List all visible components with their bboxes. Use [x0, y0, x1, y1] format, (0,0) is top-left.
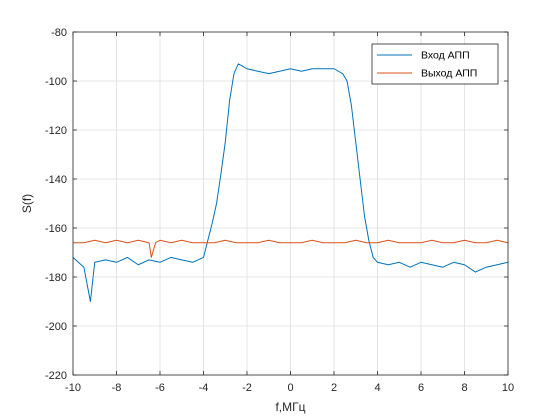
y-tick-label: -200: [45, 321, 67, 333]
x-tick-label: -4: [199, 382, 209, 394]
legend-box: [371, 43, 499, 85]
x-tick-label: -8: [112, 382, 122, 394]
x-tick-label: 10: [502, 382, 514, 394]
x-tick-label: -6: [155, 382, 165, 394]
x-tick-label: 6: [418, 382, 424, 394]
y-tick-label: -160: [45, 223, 67, 235]
x-tick-label: 2: [331, 382, 337, 394]
x-tick-labels: -10 -8 -6 -4 -2 0 2 4 6 8 10: [65, 382, 514, 394]
x-tick-label: -10: [65, 382, 81, 394]
y-tick-labels: -220 -200 -180 -160 -140 -120 -100 -80: [45, 27, 67, 382]
x-tick-label: 4: [374, 382, 380, 394]
axis-ticks: [72, 31, 509, 376]
x-axis-title: f,МГц: [275, 400, 305, 414]
y-tick-label: -80: [51, 27, 67, 39]
y-tick-label: -140: [45, 174, 67, 186]
x-tick-label: 8: [461, 382, 467, 394]
legend-label-input: Вход АПП: [421, 50, 470, 62]
y-tick-label: -220: [45, 370, 67, 382]
series-line-output: [73, 239, 509, 258]
series-line-input: [72, 63, 509, 302]
x-tick-label: 0: [287, 382, 293, 394]
y-tick-label: -120: [45, 125, 67, 137]
legend-label-output: Выход АПП: [421, 68, 477, 80]
x-tick-label: -2: [242, 382, 252, 394]
y-tick-label: -100: [45, 76, 67, 88]
y-tick-label: -180: [45, 272, 67, 284]
legend: Вход АПП Выход АПП: [371, 43, 499, 85]
y-axis-title: S(f): [20, 194, 34, 213]
series-layer: [72, 63, 509, 302]
